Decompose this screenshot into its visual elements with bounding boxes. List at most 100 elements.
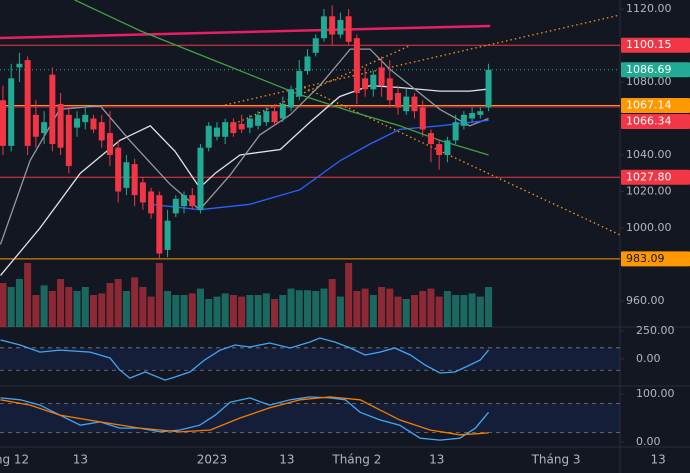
- candle-body: [271, 111, 278, 123]
- candle-body: [131, 164, 138, 196]
- x-tick-label: ng 12: [0, 453, 29, 467]
- candle-body: [255, 114, 262, 126]
- trend-line: [299, 85, 620, 236]
- candle-body: [156, 195, 163, 254]
- candle-body: [106, 133, 113, 155]
- indicator-panel: [0, 337, 620, 381]
- volume-bar: [147, 296, 155, 327]
- price-label-box: [621, 251, 690, 267]
- candle-body: [378, 67, 385, 86]
- volume-bar: [394, 296, 402, 327]
- volume-bar: [7, 287, 15, 327]
- volume-bar: [131, 277, 139, 327]
- candle-body: [469, 113, 476, 119]
- volume-bar: [345, 263, 353, 327]
- candle-body: [403, 96, 410, 112]
- volume-bar: [180, 295, 188, 327]
- volume-bar: [213, 296, 221, 327]
- candle-body: [386, 78, 393, 101]
- candle-body: [65, 114, 72, 166]
- candle-body: [0, 100, 6, 146]
- volume-bar: [271, 299, 279, 327]
- candle-body: [238, 123, 245, 130]
- price-label-box: [621, 97, 690, 113]
- volume-bar: [427, 288, 435, 327]
- y-tick-label: 0.00: [636, 435, 661, 448]
- volume-bar: [139, 287, 147, 327]
- volume-bar: [188, 293, 196, 327]
- price-label-box: [621, 62, 690, 78]
- candle-body: [222, 122, 229, 137]
- indicator-line: [0, 337, 490, 381]
- candle-body: [32, 114, 39, 137]
- candle-body: [312, 38, 319, 53]
- volume-bar: [65, 287, 73, 327]
- x-tick-label: 13: [279, 453, 294, 467]
- volume-bar: [48, 291, 56, 327]
- volume-bar: [89, 295, 97, 327]
- volume-bar: [320, 288, 328, 327]
- volume-bar: [221, 293, 229, 327]
- candle-body: [320, 16, 327, 39]
- candle-body: [189, 195, 196, 207]
- moving-average: [150, 119, 489, 211]
- trend-line: [0, 24, 491, 40]
- moving-average: [0, 84, 487, 276]
- volume-bar: [229, 295, 237, 327]
- trend-line: [229, 44, 411, 127]
- candle-body: [427, 133, 434, 145]
- volume-bar: [361, 288, 369, 327]
- volume-bar: [336, 296, 344, 327]
- x-tick-label: 13: [73, 453, 88, 467]
- band-fill: [0, 403, 620, 433]
- volume-bar: [254, 295, 262, 327]
- volume-bar: [419, 291, 427, 327]
- candle-body: [395, 92, 402, 108]
- volume-bar: [328, 279, 336, 327]
- candle-body: [8, 78, 15, 146]
- candle-body: [304, 56, 311, 72]
- x-tick-label: 13: [429, 453, 444, 467]
- volume-bar: [196, 288, 204, 327]
- volume-bar: [402, 299, 410, 327]
- volume-bar: [114, 279, 122, 327]
- candle-body: [49, 74, 56, 145]
- candle-body: [279, 103, 286, 119]
- candle-body: [337, 19, 344, 35]
- volume-bar: [435, 296, 443, 327]
- volume-bar: [15, 279, 23, 327]
- volume-bar: [452, 295, 460, 327]
- candle-body: [172, 198, 179, 214]
- candle-body: [139, 182, 146, 203]
- y-tick-label: 250.00: [636, 324, 675, 337]
- volume-bar: [106, 283, 114, 327]
- volume-bar: [485, 287, 493, 327]
- volume-bar: [287, 288, 295, 327]
- volume-bar: [164, 291, 172, 327]
- x-tick-label: 13: [650, 453, 665, 467]
- volume-bar: [0, 283, 7, 327]
- price-panel: [0, 0, 620, 327]
- x-tick-label: Tháng 3: [531, 453, 581, 467]
- price-label: 1067.14: [626, 98, 672, 111]
- candle-body: [246, 118, 253, 128]
- candle-body: [452, 122, 459, 141]
- candle-body: [41, 122, 48, 134]
- candle-body: [213, 127, 220, 137]
- band-fill: [0, 347, 620, 371]
- volume-bar: [32, 295, 40, 327]
- candle-body: [57, 103, 64, 148]
- candle-body: [353, 38, 360, 93]
- volume-bar: [24, 263, 32, 327]
- candle-body: [477, 111, 484, 115]
- volume-bar: [443, 291, 451, 327]
- candle-body: [164, 220, 171, 250]
- indicator-panel: [0, 396, 620, 441]
- candle-body: [123, 162, 130, 188]
- candle-body: [230, 122, 237, 134]
- volume-bar: [172, 295, 180, 327]
- y-tick-label: 960.00: [626, 294, 665, 307]
- volume-bar: [295, 290, 303, 327]
- candle-body: [16, 63, 23, 68]
- candle-body: [345, 16, 352, 42]
